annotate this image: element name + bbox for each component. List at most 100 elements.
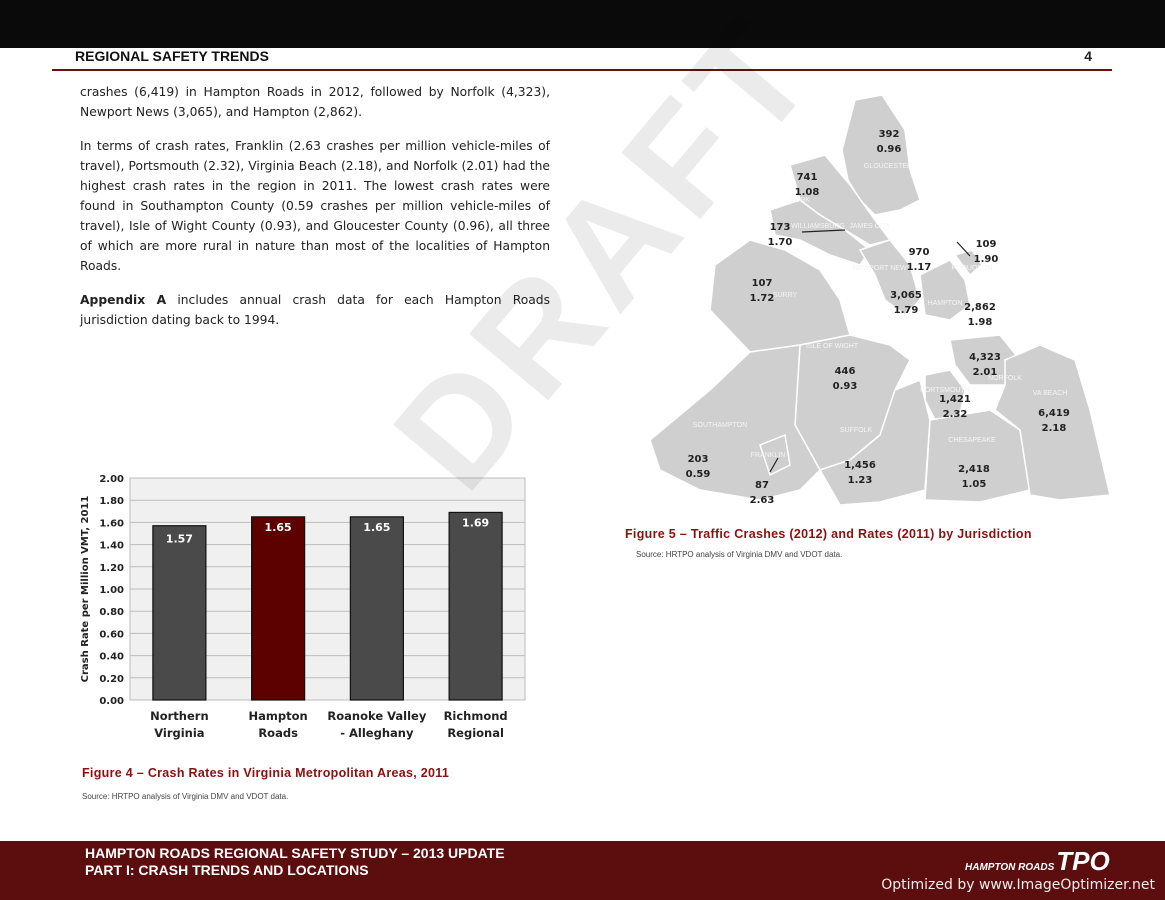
- footer-line-2: PART I: CRASH TRENDS AND LOCATIONS: [85, 862, 369, 878]
- tpo-logo-small: HAMPTON ROADS: [965, 862, 1055, 873]
- map-region-name: NEWPORT NEWS: [853, 265, 912, 272]
- map-crash-rate: 1.70: [768, 237, 793, 248]
- top-bar: [0, 0, 1165, 48]
- map-region-name: VA BEACH: [1033, 390, 1068, 397]
- map-crash-rate: 1.08: [795, 187, 820, 198]
- x-tick-label: Hampton: [249, 709, 308, 723]
- map-region-name: SUFFOLK: [840, 427, 873, 434]
- x-tick-label: Regional: [447, 726, 504, 740]
- y-tick-labels: 0.00 0.20 0.40 0.60 0.80 1.00 1.20 1.40 1.60 1.80…: [99, 474, 124, 707]
- footer-line-1: HAMPTON ROADS REGIONAL SAFETY STUDY – 20…: [85, 845, 505, 861]
- map-crash-count: 1,456: [844, 460, 876, 471]
- region-name-labels: GLOUCESTER YORK WILLIAMSBURG JAMES CITY POQU…: [693, 163, 1067, 459]
- map-crash-rate: 1.05: [962, 479, 987, 490]
- map-crash-rate: 1.17: [907, 262, 932, 273]
- y-tick-label: 1.20: [99, 563, 124, 574]
- bar-value-label: 1.65: [363, 521, 390, 534]
- map-region-newport-news: [858, 239, 921, 316]
- map-region-name: SURRY: [773, 292, 798, 299]
- map-crash-count: 392: [879, 129, 900, 140]
- map-region-name: ISLE OF WIGHT: [806, 343, 859, 350]
- bar: [251, 516, 306, 701]
- map-region-name: PORTSMOUTH: [920, 387, 970, 394]
- map-crash-count: 4,323: [969, 352, 1001, 363]
- y-tick-label: 1.40: [99, 541, 124, 552]
- map-crash-count: 203: [688, 454, 709, 465]
- map-region-name: NORFOLK: [988, 375, 1022, 382]
- appendix-a-link-text: Appendix A: [80, 293, 167, 307]
- paragraph-3: Appendix A includes annual crash data fo…: [80, 290, 550, 330]
- map-crash-rate: 1.98: [968, 317, 993, 328]
- y-tick-label: 1.80: [99, 496, 124, 507]
- jurisdiction-map: GLOUCESTER YORK WILLIAMSBURG JAMES CITY POQU…: [649, 94, 1111, 506]
- map-crash-count: 1,421: [939, 394, 971, 405]
- bar-value-label: 1.69: [462, 516, 489, 529]
- figure-5-caption: Figure 5 – Traffic Crashes (2012) and Ra…: [625, 527, 1032, 541]
- x-tick-label: Roads: [258, 726, 298, 740]
- map-crash-rate: 2.32: [943, 409, 968, 420]
- y-tick-label: 0.80: [99, 607, 124, 618]
- body-text: crashes (6,419) in Hampton Roads in 2012…: [80, 82, 550, 344]
- map-region-name: FRANKLIN: [751, 452, 786, 459]
- crash-rate-bar-chart: 0.00 0.20 0.40 0.60 0.80 1.00 1.20 1.40 1.60 1.80…: [80, 474, 526, 740]
- map-crash-rate: 1.72: [750, 293, 775, 304]
- map-region-name: CHESAPEAKE: [948, 437, 996, 444]
- optimizer-watermark: Optimized by www.ImageOptimizer.net: [881, 877, 1155, 893]
- map-crash-count: 87: [755, 480, 769, 491]
- y-tick-label: 2.00: [99, 474, 124, 485]
- bar: [448, 511, 503, 701]
- map-region-va-beach: [994, 344, 1111, 501]
- map-crash-count: 6,419: [1038, 408, 1070, 419]
- y-tick-label: 0.60: [99, 629, 124, 640]
- x-tick-label: Northern: [150, 709, 209, 723]
- map-crash-count: 2,862: [964, 302, 996, 313]
- map-crash-count: 741: [797, 172, 818, 183]
- page-number: 4: [1084, 48, 1092, 64]
- tpo-logo-text: TPO: [1056, 846, 1110, 876]
- map-crash-count: 3,065: [890, 290, 922, 301]
- map-region-name: GLOUCESTER: [864, 163, 912, 170]
- figure-4-source: Source: HRTPO analysis of Virginia DMV a…: [82, 792, 289, 801]
- figure-4-caption: Figure 4 – Crash Rates in Virginia Metro…: [82, 766, 450, 780]
- y-tick-label: 0.00: [99, 696, 124, 707]
- crash-labels: 392 0.96 741 1.08 173 1.70 970 1.17 109 1.90 107 1.…: [686, 129, 1070, 506]
- map-crash-rate: 2.18: [1042, 423, 1067, 434]
- paragraph-3-rest: includes annual crash data for each Hamp…: [80, 293, 550, 327]
- map-crash-count: 446: [835, 366, 856, 377]
- map-crash-count: 109: [976, 239, 997, 250]
- map-region-gloucester: [841, 94, 921, 216]
- bar: [152, 525, 207, 701]
- map-crash-count: 173: [770, 222, 791, 233]
- map-region-franklin: [759, 433, 791, 477]
- y-tick-label: 0.20: [99, 674, 124, 685]
- map-crash-count: 970: [909, 247, 930, 258]
- map-crash-rate: 1.79: [894, 305, 919, 316]
- bar-value-label: 1.57: [166, 533, 193, 546]
- y-tick-label: 1.60: [99, 518, 124, 529]
- x-tick-label: Roanoke Valley: [327, 709, 426, 723]
- map-region-name: WILLIAMSBURG: [791, 223, 845, 230]
- bar-value-label: 1.65: [265, 521, 292, 534]
- map-region-name: JAMES CITY: [849, 223, 891, 230]
- tpo-logo: HAMPTON ROADSTPO: [965, 846, 1110, 877]
- y-axis-label: Crash Rate per Million VMT, 2011: [80, 496, 91, 683]
- map-crash-rate: 0.59: [686, 469, 711, 480]
- map-crash-rate: 0.93: [833, 381, 858, 392]
- bar: [349, 516, 404, 701]
- y-tick-label: 1.00: [99, 585, 124, 596]
- map-region-surry: [709, 239, 851, 353]
- map-crash-rate: 0.96: [877, 144, 902, 155]
- bars: 1.57 1.65 1.65 1.69: [152, 511, 503, 701]
- section-title: REGIONAL SAFETY TRENDS: [75, 48, 269, 64]
- map-crash-rate: 1.23: [848, 475, 873, 486]
- map-region-hampton: [919, 259, 971, 321]
- footer-bar: [0, 841, 1165, 900]
- footer-title: HAMPTON ROADS REGIONAL SAFETY STUDY – 20…: [85, 845, 505, 879]
- map-region-name: SOUTHAMPTON: [693, 422, 747, 429]
- paragraph-1: crashes (6,419) in Hampton Roads in 2012…: [80, 85, 550, 119]
- map-region-name: POQUOSON: [951, 265, 992, 272]
- x-tick-label: - Alleghany: [340, 726, 414, 740]
- map-crash-rate: 2.63: [750, 495, 775, 506]
- x-tick-labels: Northern Virginia Hampton Roads Roanoke Vall…: [150, 709, 508, 740]
- header-rule: [52, 69, 1112, 71]
